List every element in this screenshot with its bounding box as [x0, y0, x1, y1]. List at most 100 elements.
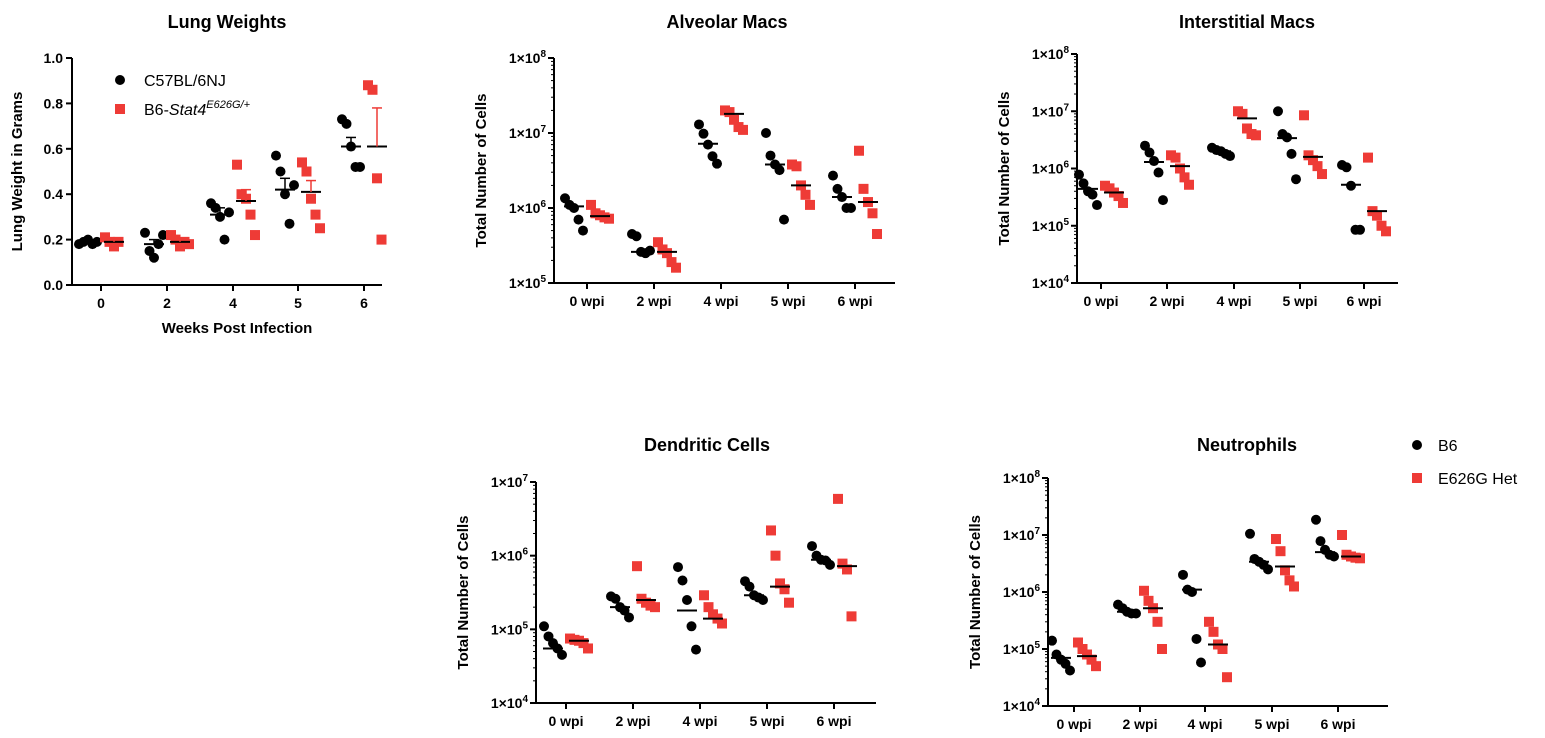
data-point [645, 245, 655, 256]
x-tick-label: 6 wpi [1320, 716, 1355, 732]
y-tick-label: 0.4 [44, 186, 64, 202]
data-point [1263, 564, 1273, 575]
x-tick-label: 0 [97, 295, 105, 311]
data-point [1308, 155, 1318, 166]
data-point [1139, 585, 1149, 596]
y-axis-label: Total Number of Cells [473, 94, 490, 248]
data-point [1225, 151, 1235, 162]
series-het [1100, 106, 1391, 237]
chart-title: Lung Weights [168, 12, 287, 32]
x-tick-label: 0 wpi [1056, 716, 1091, 732]
y-tick-label: 1×108 [509, 49, 547, 66]
y-tick-label: 0.8 [44, 95, 64, 111]
data-point [250, 230, 260, 241]
chart-alv: Alveolar Macs 1×105 1×106 1×107 1×108 0 wpi 2 … [473, 12, 895, 309]
series-het [100, 80, 387, 252]
data-point [1087, 189, 1098, 200]
y-tick-label: 1×105 [1032, 217, 1070, 234]
data-point [1337, 530, 1347, 540]
data-point [791, 161, 802, 172]
data-point [315, 223, 325, 234]
y-axis-label: Total Number of Cells [996, 92, 1013, 246]
series-b6 [560, 119, 856, 259]
y-tick-label: 1×107 [491, 473, 529, 490]
data-point [297, 157, 307, 168]
data-point [1092, 200, 1102, 211]
y-tick-label: 1×107 [509, 124, 547, 141]
chart-title: Dendritic Cells [644, 435, 770, 455]
y-tick-label: 1×105 [491, 620, 529, 637]
data-point [1208, 626, 1219, 637]
data-point [1291, 174, 1301, 185]
data-point [1047, 635, 1057, 646]
legend-b6-marker [115, 75, 125, 85]
data-point [650, 602, 660, 613]
data-point [372, 173, 382, 184]
data-point [761, 128, 771, 138]
legend-het-marker [115, 104, 125, 114]
data-point [774, 165, 785, 176]
data-point [1251, 130, 1261, 141]
x-tick-label: 4 [229, 295, 237, 311]
data-point [1317, 169, 1327, 180]
data-point [1204, 616, 1214, 627]
y-tick-label: 0.2 [44, 232, 64, 248]
data-point [1175, 163, 1185, 174]
data-point [573, 214, 584, 225]
data-point [1222, 672, 1232, 683]
data-point [631, 231, 642, 242]
x-tick-label: 2 wpi [636, 293, 671, 309]
data-point [744, 581, 755, 592]
x-axis-label: Weeks Post Infection [162, 320, 313, 337]
data-point [1191, 633, 1202, 644]
y-tick-label: 1×107 [1032, 102, 1070, 119]
data-point [224, 207, 234, 218]
data-point [310, 209, 321, 220]
data-point [245, 209, 256, 220]
data-point [289, 180, 299, 191]
data-point [807, 541, 817, 552]
data-point [1376, 220, 1387, 231]
data-point [779, 584, 790, 595]
y-tick-label: 1×105 [1003, 640, 1041, 657]
data-point [858, 183, 869, 194]
data-point [1078, 178, 1089, 189]
data-point [707, 151, 718, 162]
data-point [1143, 595, 1154, 606]
data-point [583, 643, 593, 654]
data-point [1284, 575, 1295, 586]
data-point [1187, 587, 1197, 597]
data-point [1196, 657, 1206, 668]
data-point [1157, 644, 1167, 654]
data-point [1312, 161, 1323, 172]
data-point [1184, 179, 1194, 190]
data-point [703, 602, 714, 613]
data-point [539, 621, 549, 632]
data-point [673, 562, 683, 573]
data-point [717, 618, 727, 629]
data-point [1153, 167, 1164, 178]
data-point [828, 170, 838, 181]
data-point [738, 124, 748, 135]
data-point [1273, 106, 1283, 117]
series-b6 [1074, 106, 1365, 235]
data-point [712, 158, 722, 169]
data-point [578, 225, 588, 236]
series-b6 [539, 541, 835, 660]
data-point [1118, 197, 1128, 208]
data-point [699, 590, 709, 601]
data-point [698, 128, 709, 139]
data-point [671, 262, 681, 273]
x-tick-label: 4 wpi [682, 713, 717, 729]
data-point [1286, 148, 1297, 159]
x-tick-label: 6 wpi [837, 293, 872, 309]
data-point [271, 150, 281, 161]
y-tick-label: 0.0 [44, 277, 64, 293]
series-het [1073, 530, 1365, 683]
data-point [1077, 644, 1088, 654]
data-point [1113, 191, 1124, 202]
x-tick-label: 2 wpi [1149, 293, 1184, 309]
x-tick-label: 5 wpi [749, 713, 784, 729]
data-point [1363, 152, 1373, 163]
series-het [586, 105, 882, 273]
